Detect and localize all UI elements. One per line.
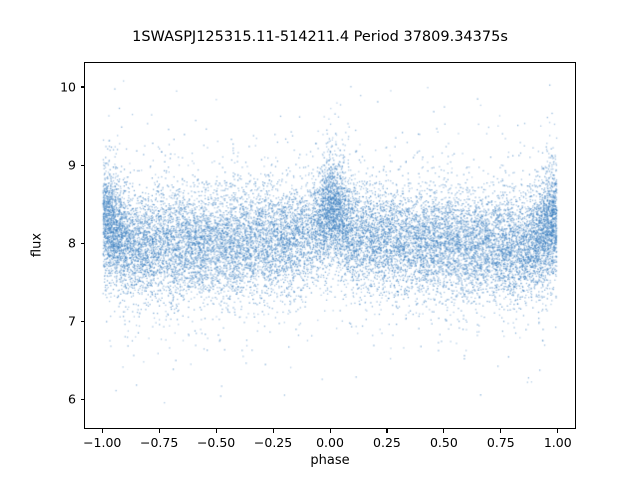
y-tick-label: 9 (68, 157, 76, 173)
y-tick-label: 10 (60, 79, 76, 95)
y-tick-mark (80, 86, 84, 88)
y-tick-mark (80, 164, 84, 166)
y-axis-label: flux (29, 232, 45, 258)
x-tick-mark (386, 429, 388, 433)
y-tick-label: 7 (68, 313, 76, 329)
plot-axes (84, 62, 576, 429)
y-tick-mark (80, 320, 84, 322)
x-tick-mark (215, 429, 217, 433)
x-tick-mark (101, 429, 103, 433)
x-tick-label: 0.75 (486, 435, 515, 450)
x-tick-mark (329, 429, 331, 433)
x-tick-mark (272, 429, 274, 433)
x-tick-mark (443, 429, 445, 433)
chart-title: 1SWASPJ125315.11-514211.4 Period 37809.3… (132, 29, 508, 45)
x-tick-label: −0.75 (140, 435, 179, 450)
x-tick-label: −0.25 (253, 435, 293, 450)
x-tick-mark (500, 429, 502, 433)
y-tick-label: 8 (68, 235, 76, 251)
x-tick-label: 0.50 (429, 435, 458, 450)
y-tick-mark (80, 398, 84, 400)
y-tick-mark (80, 242, 84, 244)
x-tick-label: 0.00 (316, 435, 344, 450)
x-tick-mark (158, 429, 160, 433)
x-axis-label: phase (310, 453, 350, 468)
scatter-plot-canvas (85, 63, 575, 428)
y-tick-label: 6 (68, 391, 76, 407)
x-tick-mark (557, 429, 559, 433)
x-tick-label: −1.00 (83, 435, 122, 450)
x-tick-label: 0.25 (373, 435, 401, 450)
x-tick-label: 1.00 (543, 435, 572, 450)
x-tick-label: −0.50 (196, 435, 236, 450)
